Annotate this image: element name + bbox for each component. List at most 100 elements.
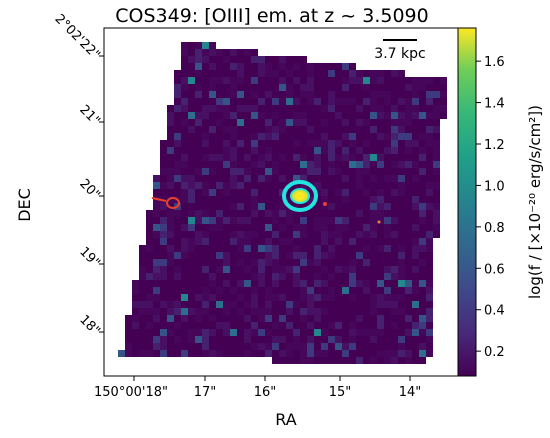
heatmap-cell (433, 224, 440, 231)
heatmap-cell (223, 287, 230, 294)
heatmap-cell (307, 252, 314, 259)
heatmap-cell (391, 154, 398, 161)
heatmap-cell (244, 182, 251, 189)
heatmap-cell (251, 49, 258, 56)
heatmap-cell (321, 259, 328, 266)
heatmap-cell (286, 350, 293, 357)
heatmap-cell (181, 280, 188, 287)
heatmap-cell (153, 343, 160, 350)
heatmap-cell (202, 217, 209, 224)
heatmap-cell (286, 161, 293, 168)
heatmap-cell (223, 259, 230, 266)
heatmap-cell (363, 287, 370, 294)
heatmap-cell (377, 308, 384, 315)
y-axis-ticks: 2°02'22"21"20"19"18" (52, 12, 104, 339)
heatmap-cell (398, 126, 405, 133)
heatmap-cell (335, 245, 342, 252)
heatmap-cell (335, 301, 342, 308)
heatmap-cell (146, 266, 153, 273)
heatmap-cell (349, 217, 356, 224)
heatmap-cell (363, 280, 370, 287)
heatmap-cell (237, 273, 244, 280)
heatmap-cell (405, 161, 412, 168)
heatmap-cell (244, 161, 251, 168)
heatmap-cell (160, 231, 167, 238)
heatmap-cell (342, 259, 349, 266)
heatmap-cell (286, 245, 293, 252)
heatmap-cell (174, 294, 181, 301)
heatmap-cell (300, 140, 307, 147)
heatmap-cell (188, 287, 195, 294)
heatmap-cell (377, 154, 384, 161)
heatmap-cell (426, 315, 433, 322)
heatmap-cell (272, 315, 279, 322)
heatmap-cell (314, 217, 321, 224)
heatmap-cell (279, 133, 286, 140)
heatmap-cell (314, 98, 321, 105)
heatmap-cell (300, 105, 307, 112)
heatmap-cell (419, 84, 426, 91)
heatmap-cell (258, 98, 265, 105)
heatmap-cell (188, 42, 195, 49)
heatmap-cell (412, 105, 419, 112)
heatmap-cell (398, 98, 405, 105)
heatmap-cell (307, 259, 314, 266)
heatmap-cell (433, 161, 440, 168)
heatmap-cell (272, 301, 279, 308)
heatmap-cell (251, 294, 258, 301)
heatmap-cell (293, 329, 300, 336)
heatmap-cell (356, 161, 363, 168)
heatmap-cell (419, 273, 426, 280)
heatmap-cell (384, 182, 391, 189)
heatmap-cell (335, 238, 342, 245)
heatmap-cell (342, 329, 349, 336)
heatmap-cell (363, 98, 370, 105)
heatmap-cell (279, 315, 286, 322)
heatmap-cell (349, 161, 356, 168)
heatmap-cell (363, 112, 370, 119)
heatmap-cell (412, 301, 419, 308)
heatmap-cell (356, 91, 363, 98)
heatmap-cell (342, 266, 349, 273)
heatmap-cell (391, 70, 398, 77)
heatmap-cell (188, 231, 195, 238)
heatmap-cell (272, 140, 279, 147)
heatmap-cell (272, 126, 279, 133)
heatmap-cell (237, 168, 244, 175)
heatmap-cell (419, 105, 426, 112)
heatmap-cell (328, 203, 335, 210)
heatmap-cell (132, 294, 139, 301)
heatmap-cell (328, 322, 335, 329)
heatmap-cell (223, 63, 230, 70)
heatmap-cell (293, 105, 300, 112)
heatmap-cell (251, 252, 258, 259)
heatmap-cell (384, 147, 391, 154)
heatmap-cell (286, 273, 293, 280)
heatmap-cell (300, 322, 307, 329)
heatmap-cell (251, 133, 258, 140)
heatmap-cell (335, 175, 342, 182)
heatmap-cell (307, 315, 314, 322)
heatmap-cell (279, 245, 286, 252)
heatmap-cell (230, 63, 237, 70)
heatmap-cell (293, 161, 300, 168)
heatmap-cell (321, 161, 328, 168)
heatmap-cell (412, 175, 419, 182)
red-contour-dot (323, 202, 327, 206)
heatmap-cell (293, 322, 300, 329)
heatmap-cell (342, 98, 349, 105)
heatmap-cell (209, 56, 216, 63)
heatmap-cell (132, 343, 139, 350)
heatmap-cell (237, 329, 244, 336)
heatmap-cell (244, 294, 251, 301)
heatmap-cell (419, 147, 426, 154)
heatmap-cell (321, 77, 328, 84)
heatmap-cell (342, 273, 349, 280)
heatmap-cell (412, 350, 419, 357)
heatmap-cell (293, 140, 300, 147)
heatmap-cell (349, 168, 356, 175)
heatmap-cell (251, 224, 258, 231)
heatmap-cell (272, 133, 279, 140)
heatmap-cell (146, 350, 153, 357)
heatmap-cell (286, 77, 293, 84)
